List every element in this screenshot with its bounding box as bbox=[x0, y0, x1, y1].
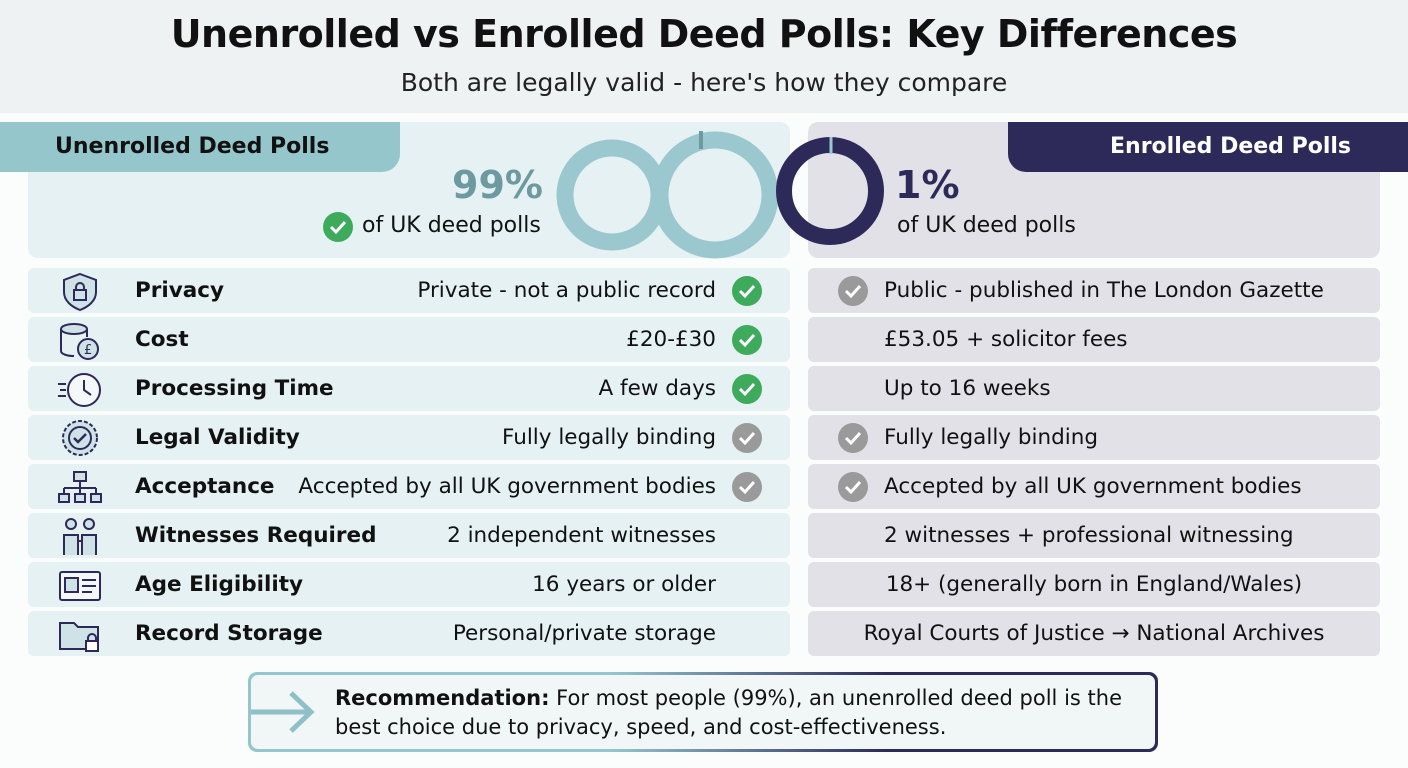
row-label: Acceptance bbox=[135, 474, 275, 499]
unenrolled-ring-a bbox=[556, 139, 668, 251]
people-icon bbox=[56, 515, 104, 557]
enrolled-value: Public - published in The London Gazette bbox=[884, 278, 1324, 303]
unenrolled-donut bbox=[651, 131, 779, 259]
unenrolled-value: 16 years or older bbox=[532, 572, 716, 597]
enrolled-row: Fully legally binding bbox=[808, 415, 1380, 460]
unenrolled-value: Private - not a public record bbox=[417, 278, 716, 303]
enrolled-value: 18+ (generally born in England/Wales) bbox=[885, 572, 1303, 597]
enrolled-value: £53.05 + solicitor fees bbox=[884, 327, 1128, 352]
unenrolled-row-cost: £ Cost £20-£30 bbox=[28, 317, 790, 362]
check-icon bbox=[732, 373, 762, 404]
recommendation-text: Recommendation: For most people (99%), a… bbox=[335, 684, 1155, 742]
unenrolled-value: Fully legally binding bbox=[502, 425, 716, 450]
row-label: Privacy bbox=[135, 278, 225, 303]
check-icon bbox=[838, 471, 868, 502]
enrolled-heading: Enrolled Deed Polls bbox=[1008, 122, 1408, 172]
enrolled-value: Fully legally binding bbox=[884, 425, 1098, 450]
row-label: Legal Validity bbox=[135, 425, 300, 450]
unenrolled-row-privacy: Privacy Private - not a public record bbox=[28, 268, 790, 313]
org-chart-icon bbox=[56, 466, 104, 508]
check-icon bbox=[838, 275, 868, 306]
row-label: Processing Time bbox=[135, 376, 334, 401]
unenrolled-value: £20-£30 bbox=[626, 327, 716, 352]
unenrolled-value: A few days bbox=[598, 376, 716, 401]
enrolled-row: Accepted by all UK government bodies bbox=[808, 464, 1380, 509]
donut-charts bbox=[556, 131, 884, 259]
shield-lock-icon bbox=[56, 270, 104, 312]
recommendation-box: Recommendation: For most people (99%), a… bbox=[248, 672, 1158, 752]
unenrolled-row-acceptance: Acceptance Accepted by all UK government… bbox=[28, 464, 790, 509]
page-title: Unenrolled vs Enrolled Deed Polls: Key D… bbox=[170, 12, 1238, 56]
enrolled-row: Public - published in The London Gazette bbox=[808, 268, 1380, 313]
unenrolled-value: Accepted by all UK government bodies bbox=[298, 474, 716, 499]
id-card-icon bbox=[56, 564, 104, 606]
enrolled-row: Up to 16 weeks bbox=[808, 366, 1380, 411]
svg-text:£: £ bbox=[84, 343, 92, 358]
unenrolled-row-witnesses-required: Witnesses Required 2 independent witness… bbox=[28, 513, 790, 558]
unenrolled-row-record-storage: Record Storage Personal/private storage bbox=[28, 611, 790, 656]
enrolled-donut bbox=[776, 137, 884, 245]
enrolled-value: Up to 16 weeks bbox=[884, 376, 1051, 401]
row-label: Cost bbox=[135, 327, 189, 352]
recommendation-body: For most people (99%), an unenrolled dee… bbox=[335, 686, 1122, 739]
enrolled-value: Royal Courts of Justice → National Archi… bbox=[863, 621, 1325, 646]
enrolled-value: 2 witnesses + professional witnessing bbox=[884, 523, 1294, 548]
row-label: Record Storage bbox=[135, 621, 323, 646]
unenrolled-row-legal-validity: Legal Validity Fully legally binding bbox=[28, 415, 790, 460]
check-icon bbox=[732, 275, 762, 306]
enrolled-row: 18+ (generally born in England/Wales) bbox=[808, 562, 1380, 607]
row-label: Age Eligibility bbox=[135, 572, 304, 597]
unenrolled-percent: 99% bbox=[452, 163, 543, 207]
check-icon bbox=[732, 422, 762, 453]
check-icon bbox=[732, 471, 762, 502]
check-icon bbox=[732, 324, 762, 355]
unenrolled-row-age-eligibility: Age Eligibility 16 years or older bbox=[28, 562, 790, 607]
unenrolled-heading: Unenrolled Deed Polls bbox=[0, 122, 400, 172]
enrolled-row: Royal Courts of Justice → National Archi… bbox=[808, 611, 1380, 656]
badge-check-icon bbox=[56, 417, 104, 459]
recommendation-label: Recommendation: bbox=[335, 686, 550, 710]
folder-lock-icon bbox=[56, 613, 104, 655]
enrolled-caption: of UK deed polls bbox=[897, 213, 1076, 238]
unenrolled-value: Personal/private storage bbox=[452, 621, 716, 646]
unenrolled-value: 2 independent witnesses bbox=[447, 523, 716, 548]
check-icon bbox=[323, 212, 353, 242]
enrolled-row: 2 witnesses + professional witnessing bbox=[808, 513, 1380, 558]
enrolled-value: Accepted by all UK government bodies bbox=[884, 474, 1302, 499]
clock-icon bbox=[56, 368, 104, 410]
page-subtitle: Both are legally valid - here's how they… bbox=[400, 68, 1008, 97]
enrolled-percent: 1% bbox=[895, 163, 960, 207]
arrow-right-icon bbox=[251, 691, 315, 733]
enrolled-row: £53.05 + solicitor fees bbox=[808, 317, 1380, 362]
header: Unenrolled vs Enrolled Deed Polls: Key D… bbox=[0, 0, 1408, 113]
unenrolled-row-processing-time: Processing Time A few days bbox=[28, 366, 790, 411]
row-label: Witnesses Required bbox=[135, 523, 377, 548]
coins-pound-icon: £ bbox=[56, 319, 104, 361]
unenrolled-caption: of UK deed polls bbox=[362, 213, 541, 238]
check-icon bbox=[838, 422, 868, 453]
